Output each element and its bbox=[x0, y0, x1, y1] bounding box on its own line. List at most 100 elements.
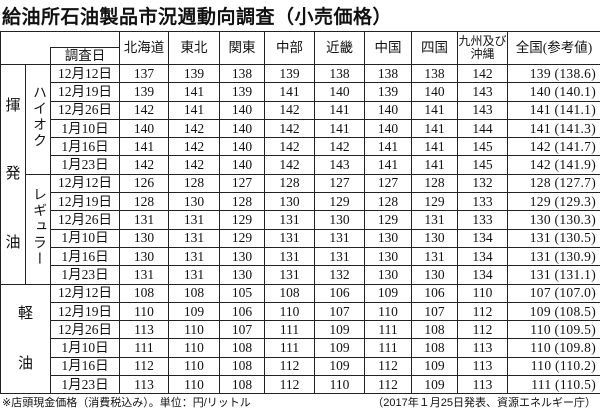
product-gasoline: 揮発油 bbox=[1, 65, 26, 285]
price-cell: 142 bbox=[458, 65, 508, 83]
price-cell: 131 bbox=[265, 229, 315, 247]
region-header: 四国 bbox=[412, 32, 458, 65]
price-cell: 129 bbox=[412, 193, 458, 211]
price-cell: 139 bbox=[265, 65, 315, 83]
price-cell: 143 bbox=[315, 156, 365, 174]
price-cell: 141 bbox=[412, 138, 458, 156]
price-cell: 143 bbox=[458, 101, 508, 119]
price-cell: 129 bbox=[315, 193, 365, 211]
price-cell: 109 bbox=[365, 284, 412, 302]
price-cell: 128 bbox=[220, 193, 265, 211]
region-header: 全国(参考値) bbox=[508, 32, 600, 65]
price-cell: 142 bbox=[120, 156, 169, 174]
subtype-highoctane: ハイオク bbox=[26, 65, 51, 175]
price-cell: 112 bbox=[365, 376, 412, 394]
region-header: 北海道 bbox=[120, 32, 169, 65]
price-cell: 109 bbox=[412, 376, 458, 394]
price-cell: 108 bbox=[412, 339, 458, 357]
price-cell: 110 bbox=[169, 357, 220, 375]
price-cell: 132 bbox=[458, 174, 508, 192]
price-cell: 142 bbox=[169, 138, 220, 156]
product-char: 軽 bbox=[18, 306, 33, 322]
price-cell: 141 bbox=[315, 101, 365, 119]
price-cell: 128 bbox=[120, 193, 169, 211]
price-cell: 128 bbox=[412, 174, 458, 192]
price-cell: 126 bbox=[120, 174, 169, 192]
date-cell: 1月23日 bbox=[51, 376, 120, 394]
date-cell: 1月10日 bbox=[51, 119, 120, 137]
date-cell: 12月19日 bbox=[51, 302, 120, 320]
price-cell: 108 bbox=[220, 339, 265, 357]
price-cell: 130 bbox=[220, 266, 265, 284]
price-cell: 144 bbox=[458, 119, 508, 137]
price-cell: 131 bbox=[120, 266, 169, 284]
price-cell: 140 bbox=[315, 83, 365, 101]
price-cell: 131 bbox=[265, 266, 315, 284]
national-cell: 110 (110.2) bbox=[508, 357, 600, 375]
date-cell: 1月23日 bbox=[51, 266, 120, 284]
national-cell: 141 (141.1) bbox=[508, 101, 600, 119]
price-cell: 141 bbox=[265, 83, 315, 101]
price-cell: 142 bbox=[315, 138, 365, 156]
price-cell: 140 bbox=[220, 119, 265, 137]
price-cell: 106 bbox=[412, 284, 458, 302]
national-cell: 110 (109.8) bbox=[508, 339, 600, 357]
price-cell: 107 bbox=[315, 302, 365, 320]
national-cell: 110 (109.5) bbox=[508, 321, 600, 339]
price-cell: 108 bbox=[220, 376, 265, 394]
price-cell: 131 bbox=[265, 247, 315, 265]
price-cell: 134 bbox=[458, 229, 508, 247]
price-cell: 113 bbox=[458, 339, 508, 357]
price-cell: 141 bbox=[365, 138, 412, 156]
date-cell: 12月19日 bbox=[51, 83, 120, 101]
price-cell: 111 bbox=[365, 321, 412, 339]
product-char: 発 bbox=[5, 166, 20, 182]
price-cell: 131 bbox=[265, 211, 315, 229]
price-cell: 111 bbox=[265, 339, 315, 357]
price-cell: 127 bbox=[365, 174, 412, 192]
price-cell: 131 bbox=[169, 247, 220, 265]
price-cell: 113 bbox=[120, 321, 169, 339]
price-cell: 112 bbox=[365, 357, 412, 375]
price-cell: 130 bbox=[220, 247, 265, 265]
national-cell: 109 (108.5) bbox=[508, 302, 600, 320]
price-cell: 110 bbox=[169, 376, 220, 394]
price-cell: 127 bbox=[315, 174, 365, 192]
price-cell: 140 bbox=[412, 83, 458, 101]
price-cell: 108 bbox=[412, 321, 458, 339]
price-cell: 110 bbox=[365, 302, 412, 320]
price-cell: 106 bbox=[315, 284, 365, 302]
product-diesel: 軽油 bbox=[1, 284, 51, 394]
price-cell: 106 bbox=[220, 302, 265, 320]
price-cell: 113 bbox=[120, 376, 169, 394]
price-cell: 139 bbox=[220, 83, 265, 101]
price-cell: 140 bbox=[365, 101, 412, 119]
price-cell: 128 bbox=[365, 193, 412, 211]
price-cell: 130 bbox=[265, 193, 315, 211]
national-cell: 130 (130.3) bbox=[508, 211, 600, 229]
price-cell: 128 bbox=[169, 174, 220, 192]
price-cell: 130 bbox=[169, 193, 220, 211]
price-cell: 111 bbox=[265, 321, 315, 339]
price-cell: 140 bbox=[220, 138, 265, 156]
subtype-label: ハイオク bbox=[30, 85, 46, 149]
national-cell: 141 (141.3) bbox=[508, 119, 600, 137]
price-cell: 112 bbox=[458, 321, 508, 339]
price-cell: 107 bbox=[220, 321, 265, 339]
price-cell: 110 bbox=[169, 321, 220, 339]
date-cell: 12月12日 bbox=[51, 284, 120, 302]
price-cell: 141 bbox=[315, 119, 365, 137]
price-cell: 131 bbox=[169, 211, 220, 229]
date-cell: 12月26日 bbox=[51, 211, 120, 229]
price-cell: 142 bbox=[265, 101, 315, 119]
region-header: 九州及び沖縄 bbox=[458, 32, 508, 65]
